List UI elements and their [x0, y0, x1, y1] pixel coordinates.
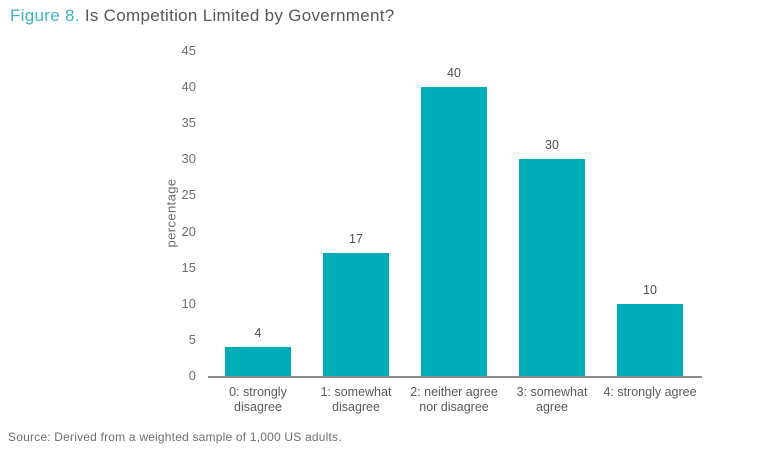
- bar: [519, 159, 585, 376]
- x-axis-category-label: 1: somewhat disagree: [320, 385, 392, 414]
- plot-area: 4 17 40 30 10: [208, 51, 702, 378]
- y-axis-tick-label: 10: [181, 295, 196, 311]
- y-axis-tick-label: 35: [181, 115, 196, 131]
- y-axis-tick-label: 5: [188, 331, 196, 347]
- bar-value-label: 17: [349, 232, 363, 247]
- bar-value-label: 30: [545, 138, 559, 153]
- bar: [617, 303, 683, 376]
- y-axis-tick-label: 20: [181, 223, 196, 239]
- bar: [421, 87, 487, 376]
- bar-value-label: 40: [447, 66, 461, 81]
- bar: [323, 253, 389, 376]
- bar-value-label: 10: [643, 282, 657, 297]
- x-axis-category-label: 2: neither agree nor disagree: [410, 385, 498, 414]
- y-axis-tick-label: 30: [181, 151, 196, 167]
- bar-value-label: 4: [254, 326, 262, 341]
- y-axis-tick-label: 25: [181, 187, 196, 203]
- y-axis-ticks: 0 5 10 15 20 25 30 35 40 45: [140, 44, 196, 383]
- y-axis-tick-label: 40: [181, 79, 196, 95]
- x-axis-category-label: 4: strongly agree: [603, 385, 697, 399]
- figure-title-text: Is Competition Limited by Government?: [84, 6, 395, 25]
- x-axis-labels: 0: strongly disagree 1: somewhat disagree…: [208, 385, 702, 421]
- figure-number-label: Figure 8.: [10, 6, 80, 25]
- y-axis-tick-label: 15: [181, 259, 196, 275]
- x-axis-category-label: 0: strongly disagree: [229, 385, 287, 414]
- y-axis-tick-label: 45: [181, 43, 196, 58]
- x-axis-category-label: 3: somewhat agree: [516, 385, 588, 414]
- figure-title: Figure 8. Is Competition Limited by Gove…: [10, 6, 395, 26]
- y-axis-tick-label: 0: [188, 368, 196, 383]
- bar: [225, 347, 291, 376]
- source-note: Source: Derived from a weighted sample o…: [8, 430, 342, 444]
